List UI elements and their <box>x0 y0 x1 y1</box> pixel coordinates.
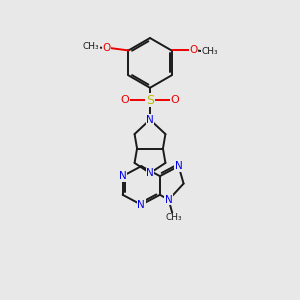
Text: O: O <box>121 95 130 105</box>
Text: N: N <box>165 195 172 205</box>
Text: N: N <box>146 168 154 178</box>
Text: CH₃: CH₃ <box>165 213 182 222</box>
Text: O: O <box>170 95 179 105</box>
Text: N: N <box>175 161 182 171</box>
Text: N: N <box>146 115 154 124</box>
Text: N: N <box>119 171 127 181</box>
Text: CH₃: CH₃ <box>202 47 218 56</box>
Text: O: O <box>103 43 111 53</box>
Text: S: S <box>146 94 154 107</box>
Text: CH₃: CH₃ <box>83 42 99 51</box>
Text: N: N <box>137 200 145 210</box>
Text: O: O <box>189 46 197 56</box>
